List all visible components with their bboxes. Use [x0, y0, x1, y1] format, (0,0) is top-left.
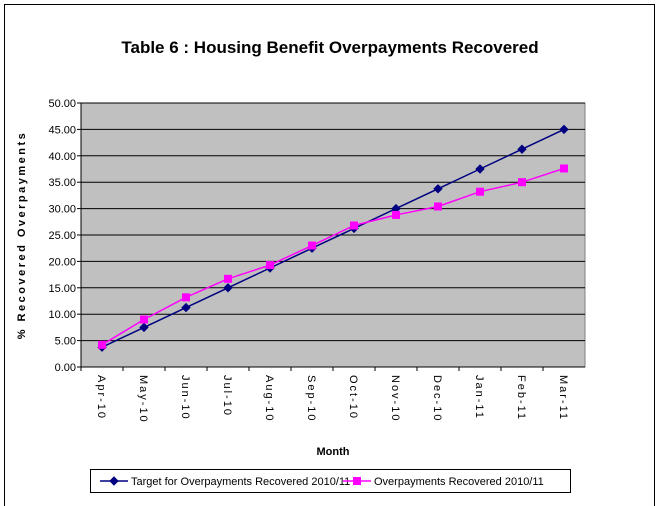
data-point — [140, 315, 148, 324]
legend-box — [90, 469, 571, 493]
data-point — [139, 322, 149, 333]
x-tick-label: Jan-11 — [473, 375, 485, 420]
y-tick-label: 5.00 — [55, 336, 76, 348]
y-axis-title: % Recovered Overpayments — [16, 131, 28, 340]
series-line — [101, 167, 565, 346]
data-point — [224, 274, 232, 283]
y-tick-label: 45.00 — [48, 124, 76, 136]
x-tick-label: Dec-10 — [431, 375, 443, 422]
data-point — [181, 302, 191, 313]
y-tick-label: 15.00 — [48, 283, 76, 295]
data-point — [223, 283, 233, 293]
x-axis-title: Month — [317, 446, 350, 458]
data-point — [517, 144, 527, 154]
y-tick-label: 0.00 — [55, 362, 76, 374]
x-tick-label: May-10 — [137, 375, 149, 424]
y-tick-label: 25.00 — [48, 230, 76, 242]
x-tick-label: Jun-10 — [179, 375, 191, 421]
legend-marker — [109, 476, 119, 486]
y-tick-label: 30.00 — [48, 204, 76, 216]
y-tick-label: 35.00 — [48, 177, 76, 189]
data-point — [434, 202, 442, 211]
chart-title: Table 6 : Housing Benefit Overpayments R… — [121, 38, 538, 57]
data-point — [433, 184, 443, 194]
data-point — [476, 187, 484, 196]
data-point — [266, 261, 274, 270]
data-point — [559, 124, 569, 135]
data-point — [308, 241, 316, 250]
x-tick-label: Mar-11 — [557, 375, 569, 421]
data-point — [475, 164, 485, 174]
y-tick-label: 50.00 — [48, 98, 76, 110]
data-point — [350, 221, 358, 230]
legend-label: Overpayments Recovered 2010/11 — [374, 476, 544, 488]
legend-marker — [353, 477, 361, 485]
x-tick-label: Apr-10 — [95, 375, 107, 420]
data-point — [518, 178, 526, 187]
x-tick-label: Nov-10 — [389, 375, 401, 422]
x-tick-label: Sep-10 — [305, 375, 317, 422]
data-point — [98, 340, 106, 349]
x-tick-label: Aug-10 — [263, 375, 275, 422]
x-tick-label: Jul-10 — [221, 375, 233, 417]
data-point — [560, 164, 568, 173]
x-tick-label: Feb-11 — [515, 375, 527, 421]
data-point — [392, 210, 400, 219]
y-tick-label: 40.00 — [48, 151, 76, 163]
x-tick-label: Oct-10 — [347, 375, 359, 420]
y-tick-label: 10.00 — [48, 309, 76, 321]
data-point — [182, 293, 190, 302]
series-line — [101, 128, 565, 348]
legend-label: Target for Overpayments Recovered 2010/1… — [131, 476, 350, 488]
y-tick-label: 20.00 — [48, 256, 76, 268]
